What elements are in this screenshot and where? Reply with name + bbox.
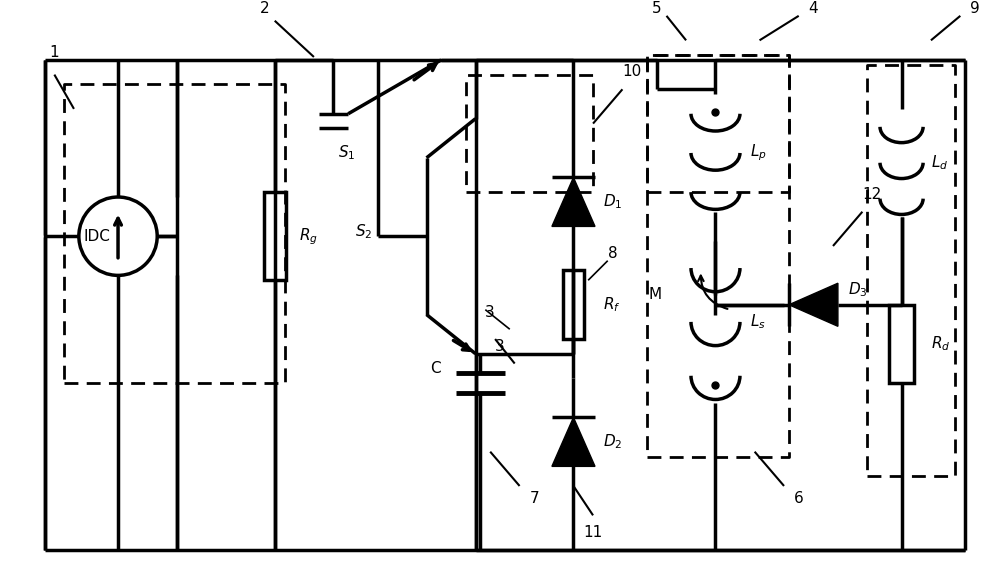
Text: 7: 7: [529, 491, 539, 506]
Polygon shape: [552, 417, 595, 466]
FancyBboxPatch shape: [889, 305, 914, 383]
Text: $R_g$: $R_g$: [299, 226, 318, 247]
Text: 6: 6: [794, 491, 804, 506]
Text: M: M: [648, 287, 662, 302]
Text: 12: 12: [862, 187, 882, 202]
Text: 10: 10: [622, 64, 642, 79]
Text: $L_d$: $L_d$: [931, 153, 948, 172]
Text: $S_1$: $S_1$: [338, 143, 356, 162]
Text: C: C: [431, 361, 441, 376]
Text: 8: 8: [608, 245, 617, 261]
Text: 2: 2: [260, 1, 270, 16]
Text: 4: 4: [809, 1, 818, 16]
Text: 3: 3: [495, 339, 505, 354]
Polygon shape: [552, 177, 595, 226]
Text: 9: 9: [970, 1, 980, 16]
Text: 1: 1: [50, 45, 59, 60]
Text: $D_3$: $D_3$: [848, 281, 867, 299]
Text: $R_f$: $R_f$: [603, 295, 621, 314]
Text: 11: 11: [583, 525, 603, 540]
Text: $S_2$: $S_2$: [355, 222, 373, 241]
Text: IDC: IDC: [84, 229, 111, 244]
Text: 3: 3: [485, 305, 495, 320]
Polygon shape: [789, 283, 838, 327]
Text: $L_p$: $L_p$: [750, 142, 766, 163]
FancyBboxPatch shape: [563, 270, 584, 339]
Text: $R_d$: $R_d$: [931, 335, 950, 353]
FancyBboxPatch shape: [264, 192, 286, 280]
Text: 5: 5: [652, 1, 662, 16]
Text: $L_s$: $L_s$: [750, 313, 766, 331]
Text: $D_2$: $D_2$: [603, 433, 622, 451]
Text: $D_1$: $D_1$: [603, 193, 622, 211]
